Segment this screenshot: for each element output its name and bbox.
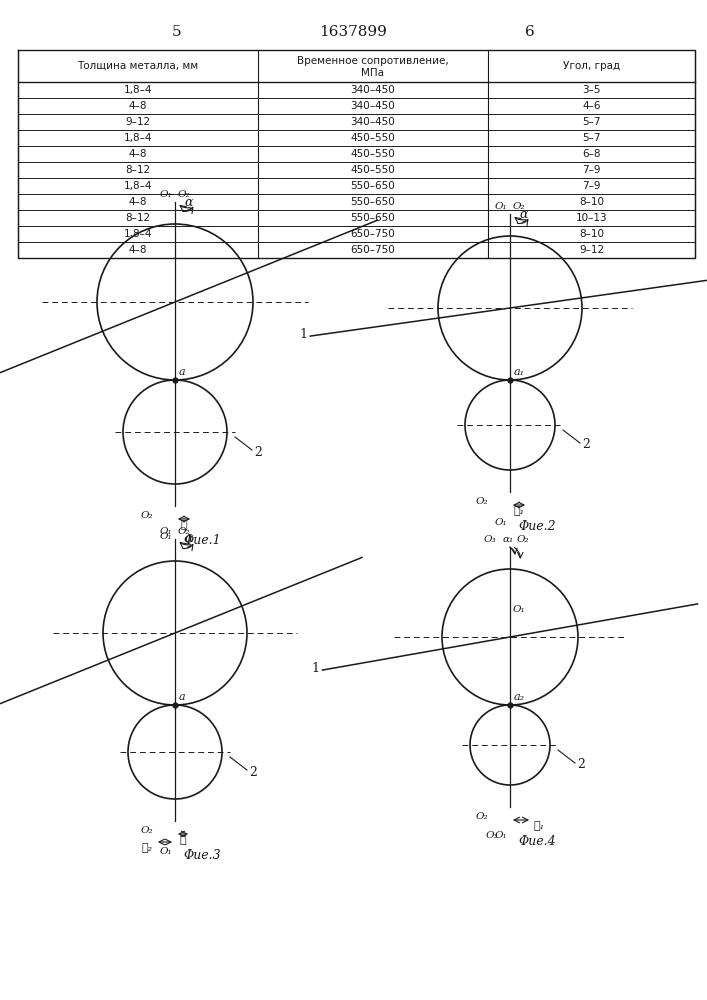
Text: 650–750: 650–750	[351, 245, 395, 255]
Text: 450–550: 450–550	[351, 133, 395, 143]
Text: 1: 1	[312, 662, 320, 675]
Text: 2: 2	[577, 758, 585, 772]
Text: 4–8: 4–8	[129, 101, 147, 111]
Text: Φue.1: Φue.1	[183, 534, 221, 547]
Text: O₂: O₂	[178, 190, 191, 199]
Text: 1,8–4: 1,8–4	[124, 229, 152, 239]
Text: 550–650: 550–650	[351, 213, 395, 223]
Text: 1,8–4: 1,8–4	[124, 85, 152, 95]
Text: 8–12: 8–12	[125, 213, 151, 223]
Text: 1637899: 1637899	[319, 25, 387, 39]
Text: 8–10: 8–10	[579, 197, 604, 207]
Text: Φue.3: Φue.3	[183, 849, 221, 862]
Text: 1,8–4: 1,8–4	[124, 133, 152, 143]
Text: O₁: O₁	[159, 532, 172, 541]
Text: a₁: a₁	[514, 367, 525, 377]
Text: O₃: O₃	[484, 535, 496, 544]
Text: 5–7: 5–7	[583, 117, 601, 127]
Text: a₂: a₂	[514, 692, 525, 702]
Text: 5: 5	[173, 25, 182, 39]
Text: Временное сопротивление,: Временное сопротивление,	[297, 56, 449, 66]
Text: Φue.4: Φue.4	[518, 835, 556, 848]
Text: α₁: α₁	[503, 535, 513, 544]
Text: МПа: МПа	[361, 68, 385, 78]
Text: 2: 2	[582, 438, 590, 452]
Text: O₂: O₂	[513, 202, 525, 211]
Text: ℓ₁: ℓ₁	[513, 506, 525, 516]
Text: 4–8: 4–8	[129, 197, 147, 207]
Text: α: α	[520, 208, 528, 221]
Text: 10–13: 10–13	[575, 213, 607, 223]
Text: Толщина металла, мм: Толщина металла, мм	[78, 61, 199, 71]
Text: 4–8: 4–8	[129, 245, 147, 255]
Text: O₁: O₁	[494, 202, 507, 211]
Text: a: a	[179, 367, 186, 377]
Text: O₂: O₂	[141, 511, 153, 520]
Text: ℓ: ℓ	[180, 835, 187, 845]
Text: 3–5: 3–5	[583, 85, 601, 95]
Text: O₁: O₁	[494, 831, 507, 840]
Text: 340–450: 340–450	[351, 85, 395, 95]
Text: 4–6: 4–6	[583, 101, 601, 111]
Text: 6–8: 6–8	[583, 149, 601, 159]
Text: 450–550: 450–550	[351, 165, 395, 175]
Text: 2: 2	[254, 446, 262, 458]
Text: 6: 6	[525, 25, 535, 39]
Text: 550–650: 550–650	[351, 181, 395, 191]
Text: 650–750: 650–750	[351, 229, 395, 239]
Text: O₂: O₂	[517, 535, 530, 544]
Text: ℓ₂: ℓ₂	[142, 843, 153, 853]
Text: O₁: O₁	[494, 518, 507, 527]
Text: a: a	[179, 692, 186, 702]
Text: 9–12: 9–12	[579, 245, 604, 255]
Text: 4–8: 4–8	[129, 149, 147, 159]
Text: 7–9: 7–9	[583, 181, 601, 191]
Text: 450–550: 450–550	[351, 149, 395, 159]
Text: 7–9: 7–9	[583, 165, 601, 175]
Text: 340–450: 340–450	[351, 101, 395, 111]
Text: 8–12: 8–12	[125, 165, 151, 175]
Text: 8–10: 8–10	[579, 229, 604, 239]
Text: ℓ₁: ℓ₁	[534, 821, 545, 831]
Text: 2: 2	[249, 766, 257, 778]
Text: 550–650: 550–650	[351, 197, 395, 207]
Text: α: α	[185, 532, 193, 546]
Text: O₁: O₁	[159, 190, 172, 199]
Text: O₁: O₁	[513, 605, 525, 614]
Text: O₂: O₂	[475, 497, 488, 506]
Text: 9–12: 9–12	[125, 117, 151, 127]
Text: O₂: O₂	[141, 826, 153, 835]
Text: O₁: O₁	[159, 527, 172, 536]
Text: O₂: O₂	[475, 812, 488, 821]
Text: 5–7: 5–7	[583, 133, 601, 143]
Text: O₃: O₃	[486, 831, 498, 840]
Text: 340–450: 340–450	[351, 117, 395, 127]
Text: O₂: O₂	[178, 527, 191, 536]
Text: Угол, град: Угол, град	[563, 61, 620, 71]
Text: 1,8–4: 1,8–4	[124, 181, 152, 191]
Text: O₁: O₁	[159, 847, 172, 856]
Text: α: α	[185, 196, 193, 209]
Text: Φue.2: Φue.2	[518, 520, 556, 533]
Text: 1: 1	[299, 328, 308, 341]
Text: ℓ: ℓ	[181, 520, 187, 530]
